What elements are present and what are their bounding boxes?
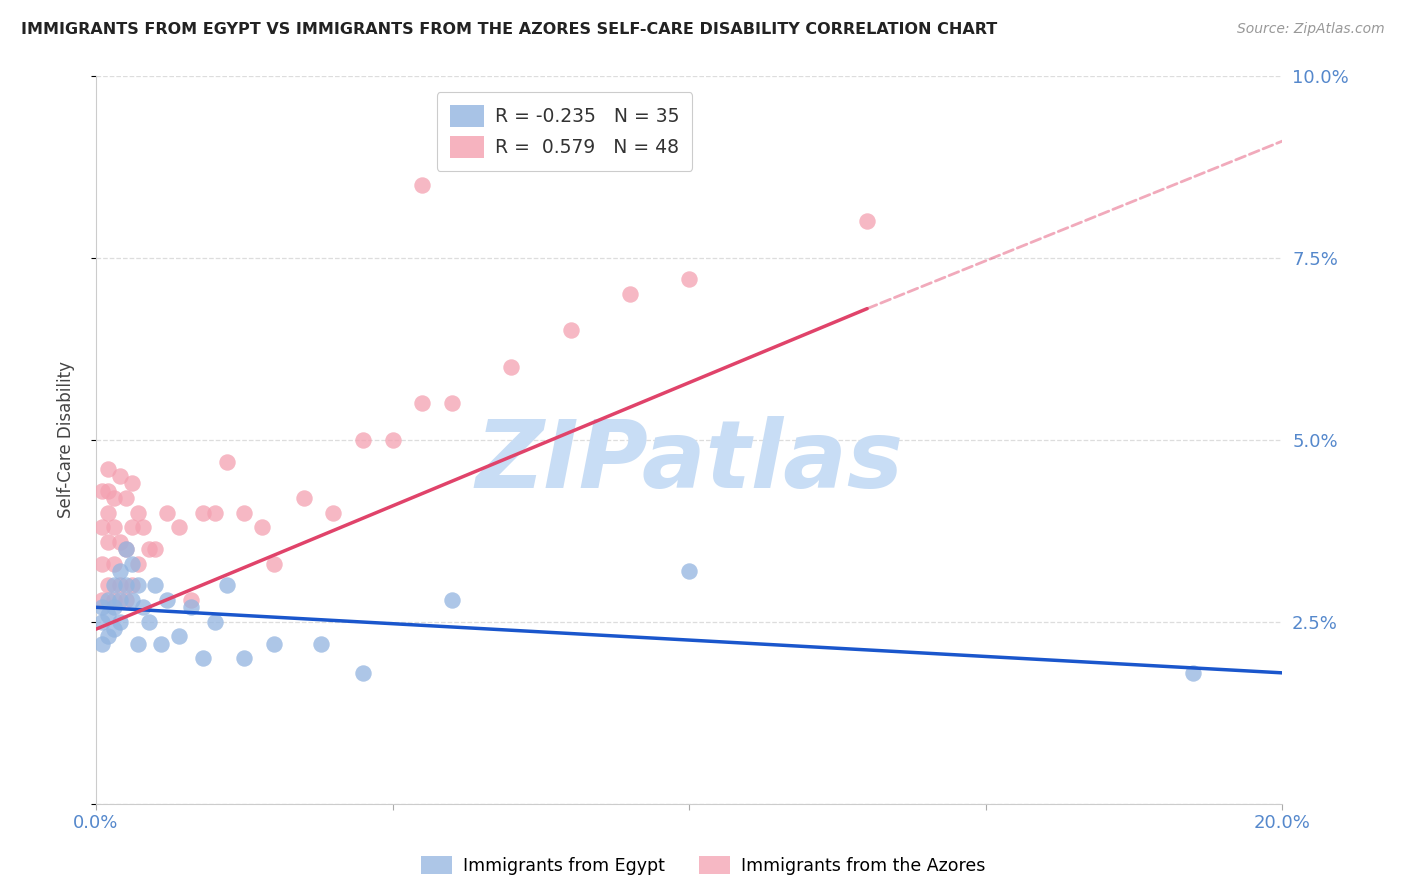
Point	[619, 287, 641, 301]
Point	[97, 607, 120, 622]
Text: Source: ZipAtlas.com: Source: ZipAtlas.com	[1237, 22, 1385, 37]
Legend: R = -0.235   N = 35, R =  0.579   N = 48: R = -0.235 N = 35, R = 0.579 N = 48	[437, 92, 693, 171]
Point	[121, 578, 143, 592]
Point	[108, 534, 131, 549]
Point	[121, 593, 143, 607]
Point	[167, 520, 190, 534]
Point	[167, 629, 190, 643]
Point	[97, 462, 120, 476]
Point	[381, 433, 404, 447]
Point	[440, 593, 463, 607]
Point	[127, 506, 149, 520]
Point	[856, 214, 879, 228]
Point	[204, 615, 226, 629]
Point	[132, 520, 155, 534]
Point	[103, 491, 125, 505]
Point	[114, 541, 136, 556]
Point	[678, 564, 700, 578]
Point	[191, 506, 214, 520]
Point	[97, 593, 120, 607]
Point	[132, 600, 155, 615]
Point	[127, 637, 149, 651]
Point	[103, 578, 125, 592]
Point	[127, 578, 149, 592]
Point	[156, 593, 179, 607]
Point	[121, 520, 143, 534]
Point	[263, 637, 285, 651]
Point	[311, 637, 333, 651]
Point	[108, 469, 131, 483]
Point	[440, 396, 463, 410]
Point	[150, 637, 173, 651]
Point	[103, 593, 125, 607]
Point	[114, 593, 136, 607]
Point	[352, 665, 374, 680]
Point	[501, 359, 523, 374]
Point	[250, 520, 273, 534]
Point	[114, 541, 136, 556]
Point	[180, 593, 202, 607]
Point	[121, 557, 143, 571]
Point	[215, 454, 238, 468]
Point	[204, 506, 226, 520]
Point	[103, 520, 125, 534]
Legend: Immigrants from Egypt, Immigrants from the Azores: Immigrants from Egypt, Immigrants from t…	[412, 847, 994, 883]
Point	[1182, 665, 1205, 680]
Point	[108, 564, 131, 578]
Point	[138, 615, 160, 629]
Point	[97, 534, 120, 549]
Point	[91, 483, 114, 498]
Point	[180, 600, 202, 615]
Point	[91, 520, 114, 534]
Point	[215, 578, 238, 592]
Point	[103, 600, 125, 615]
Point	[97, 483, 120, 498]
Point	[138, 541, 160, 556]
Point	[97, 629, 120, 643]
Point	[322, 506, 344, 520]
Point	[263, 557, 285, 571]
Point	[560, 323, 582, 337]
Point	[411, 396, 433, 410]
Y-axis label: Self-Care Disability: Self-Care Disability	[58, 361, 75, 518]
Point	[411, 178, 433, 192]
Point	[233, 651, 256, 665]
Point	[114, 491, 136, 505]
Point	[97, 578, 120, 592]
Point	[108, 578, 131, 592]
Point	[191, 651, 214, 665]
Text: ZIPatlas: ZIPatlas	[475, 416, 903, 508]
Point	[97, 506, 120, 520]
Point	[91, 557, 114, 571]
Point	[156, 506, 179, 520]
Point	[127, 557, 149, 571]
Text: IMMIGRANTS FROM EGYPT VS IMMIGRANTS FROM THE AZORES SELF-CARE DISABILITY CORRELA: IMMIGRANTS FROM EGYPT VS IMMIGRANTS FROM…	[21, 22, 997, 37]
Point	[91, 637, 114, 651]
Point	[678, 272, 700, 286]
Point	[108, 593, 131, 607]
Point	[114, 578, 136, 592]
Point	[91, 615, 114, 629]
Point	[143, 541, 166, 556]
Point	[103, 622, 125, 636]
Point	[143, 578, 166, 592]
Point	[103, 557, 125, 571]
Point	[91, 593, 114, 607]
Point	[352, 433, 374, 447]
Point	[233, 506, 256, 520]
Point	[121, 476, 143, 491]
Point	[108, 615, 131, 629]
Point	[292, 491, 315, 505]
Point	[91, 600, 114, 615]
